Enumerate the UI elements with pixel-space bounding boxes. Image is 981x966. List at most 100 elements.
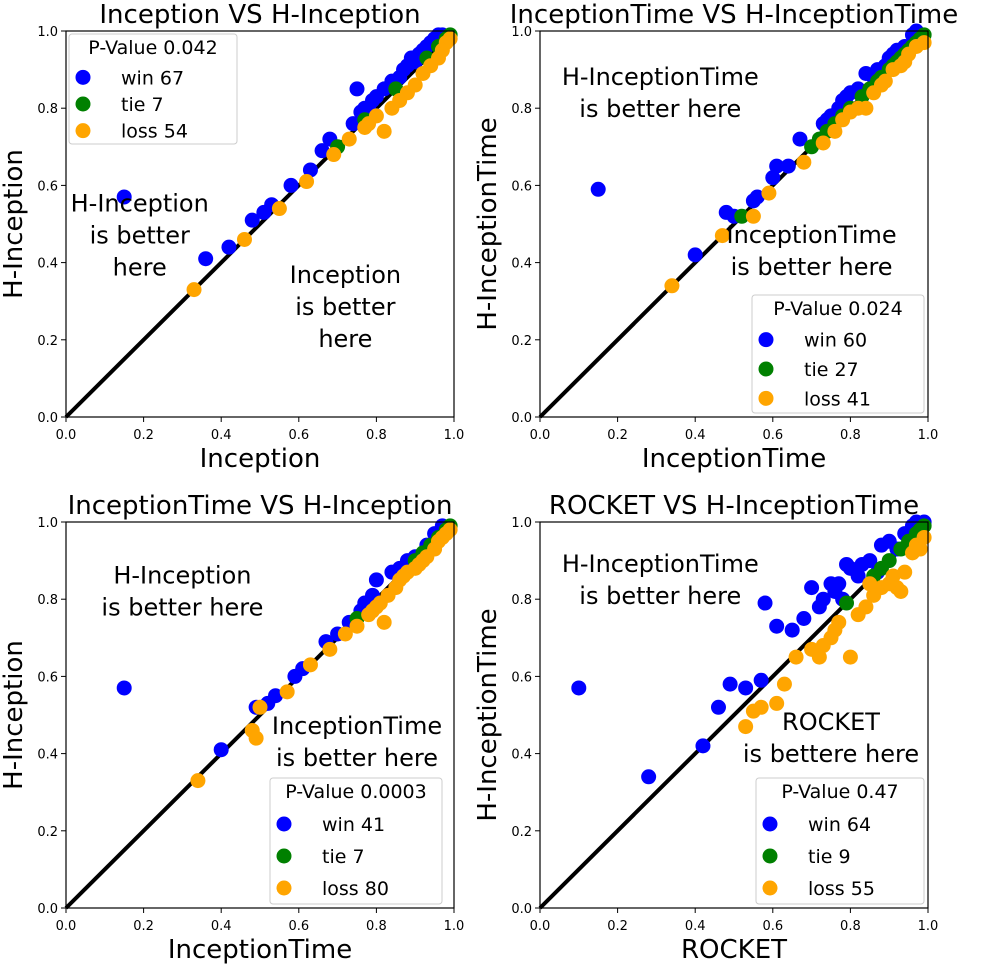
legend-marker	[75, 123, 91, 139]
y-tick-label: 0.8	[37, 102, 58, 117]
data-point	[827, 583, 843, 599]
data-point	[765, 170, 781, 186]
chart-title: InceptionTime VS H-Inception	[68, 491, 453, 521]
data-point	[912, 541, 928, 557]
data-point	[341, 131, 357, 147]
legend-entry-label: win 60	[804, 330, 867, 352]
data-point	[349, 81, 365, 97]
data-point	[815, 135, 831, 151]
data-point	[248, 730, 264, 746]
y-axis-label: H-Inception	[0, 149, 29, 299]
x-tick-label: 0.4	[685, 919, 706, 934]
legend-marker	[75, 69, 91, 85]
legend-entry-label: loss 80	[322, 878, 389, 900]
data-point	[796, 154, 812, 170]
data-point	[252, 699, 268, 715]
panel-3: InceptionTime VS H-Inception 0.0 0.2 0.4 0.6…	[0, 491, 464, 965]
data-point	[271, 201, 287, 217]
data-point	[738, 680, 754, 696]
data-point	[641, 769, 657, 785]
y-axis-label: H-InceptionTime	[473, 608, 503, 821]
data-point	[322, 641, 338, 657]
data-point	[769, 618, 785, 634]
data-point	[776, 676, 792, 692]
legend-entry-label: loss 41	[804, 388, 871, 410]
legend-marker	[762, 880, 778, 896]
data-point	[407, 77, 423, 93]
data-point	[916, 529, 932, 545]
y-tick-label: 0.2	[511, 825, 532, 840]
y-axis-label: H-InceptionTime	[473, 117, 503, 330]
x-tick-label: 1.0	[918, 919, 939, 934]
data-point	[376, 614, 392, 630]
data-point	[893, 583, 909, 599]
annotation: ROCKET is bettere here	[743, 708, 919, 768]
annotation-line: ROCKET	[782, 708, 880, 736]
x-tick-label: 0.8	[840, 919, 861, 934]
x-axis-label: ROCKET	[681, 935, 787, 965]
data-point	[827, 622, 843, 638]
annotation-line: is better here	[276, 744, 438, 772]
legend-marker	[758, 390, 774, 406]
x-tick-label: 0.6	[762, 428, 783, 443]
x-tick-label: 0.8	[366, 428, 387, 443]
y-tick-label: 0.0	[511, 411, 532, 426]
legend-marker	[758, 332, 774, 348]
data-point	[749, 189, 765, 205]
data-point	[842, 649, 858, 665]
legend-marker	[762, 816, 778, 832]
x-tick-label: 0.4	[685, 428, 706, 443]
diagonal-line	[64, 29, 456, 419]
series-ffa500	[738, 529, 932, 735]
data-point	[361, 116, 377, 132]
y-tick-label: 0.4	[37, 748, 58, 763]
data-point	[326, 147, 342, 163]
data-point	[858, 599, 874, 615]
x-tick-label: 0.0	[530, 428, 551, 443]
annotation-line: is better	[295, 293, 395, 321]
data-point	[314, 143, 330, 159]
y-tick-label: 0.4	[511, 748, 532, 763]
annotation-line: is better here	[579, 582, 741, 610]
data-point	[792, 131, 808, 147]
data-point	[916, 35, 932, 51]
legend-box	[68, 33, 238, 145]
legend-title: P-Value 0.47	[781, 781, 898, 803]
data-point	[695, 738, 711, 754]
data-point	[827, 123, 843, 139]
annotation-line: is better	[90, 222, 190, 250]
series-ffa500	[186, 31, 458, 298]
annotation-line: is bettere here	[743, 740, 919, 768]
x-tick-label: 0.2	[607, 919, 628, 934]
data-point	[862, 576, 878, 592]
data-point	[236, 231, 252, 247]
legend-entry-label: loss 54	[121, 121, 188, 143]
legend-entry-label: win 64	[808, 814, 871, 836]
annotation-line: H-InceptionTime	[562, 63, 759, 91]
data-point	[885, 568, 901, 584]
data-point	[442, 31, 458, 47]
data-point	[753, 672, 769, 688]
data-point	[302, 657, 318, 673]
data-point	[302, 162, 318, 178]
data-point	[368, 572, 384, 588]
data-point	[850, 568, 866, 584]
data-point	[213, 742, 229, 758]
annotation-line: H-Inception	[71, 190, 209, 218]
legend-entry-label: tie 27	[804, 359, 859, 381]
panel-2: InceptionTime VS H-InceptionTime 0.0 0.2 0.…	[473, 0, 958, 474]
annotation-line: is better here	[731, 253, 893, 281]
data-point	[190, 773, 206, 789]
annotation: H-Inception is better here	[71, 190, 209, 282]
data-point	[283, 177, 299, 193]
x-tick-label: 1.0	[444, 428, 465, 443]
plot-frame	[539, 521, 929, 909]
data-point	[590, 181, 606, 197]
data-point	[839, 89, 855, 105]
x-tick-label: 0.2	[607, 428, 628, 443]
annotation-line: here	[318, 325, 372, 353]
data-point	[804, 580, 820, 596]
series-ffa500	[190, 522, 458, 789]
data-point	[299, 174, 315, 190]
